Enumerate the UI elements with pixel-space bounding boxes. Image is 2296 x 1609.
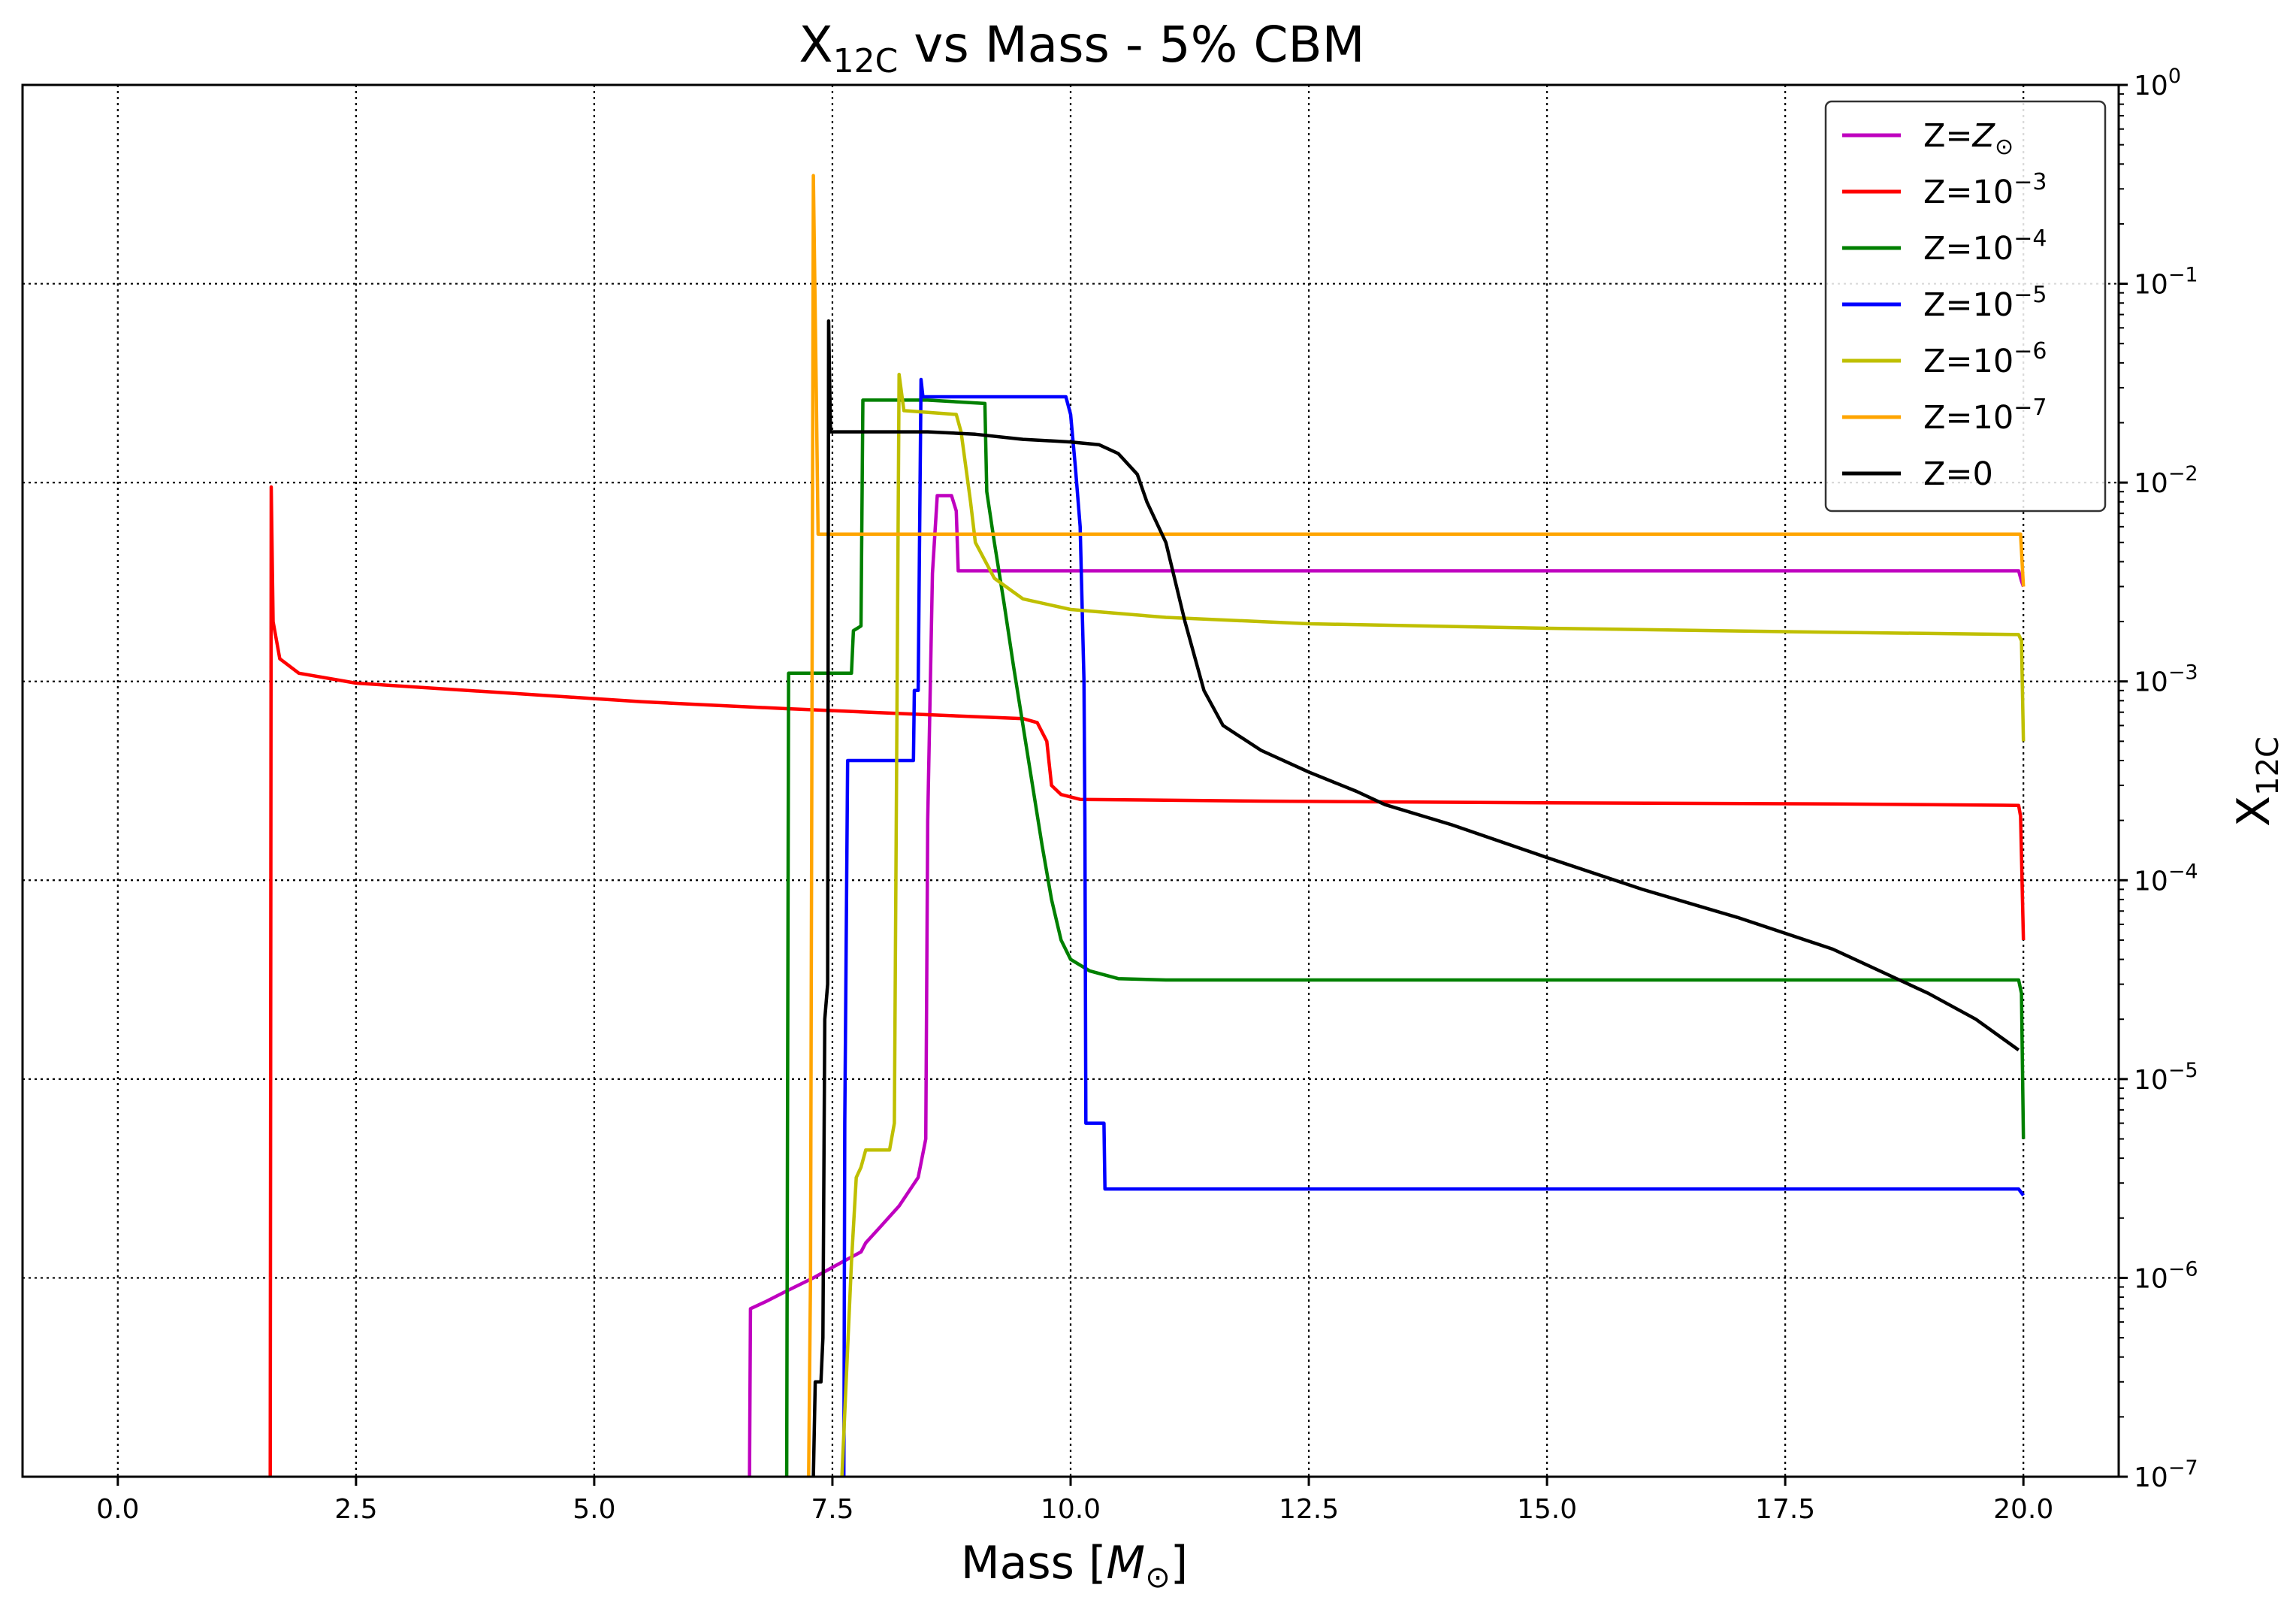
series-line-3	[841, 377, 2025, 1477]
x-axis-ticks: 0.0 2.5 5.0 7.5 10.0 12.5 15.0 17.5 20.0	[96, 1477, 2053, 1525]
y-tick-label: 10−7	[2134, 1456, 2198, 1493]
x-tick-label: 17.5	[1755, 1494, 1815, 1525]
legend-label-4: Z=10−6	[1923, 338, 2047, 380]
series-line-2	[784, 398, 2026, 1477]
y-tick-label: 100	[2134, 65, 2181, 101]
x-tick-label: 20.0	[1993, 1494, 2053, 1525]
x-tick-label: 7.5	[811, 1494, 853, 1525]
legend: Z=Z⊙ Z=10−3 Z=10−4 Z=10−5 Z=10−6 Z=10−7 Z=0	[1824, 100, 2107, 513]
x-tick-label: 5.0	[572, 1494, 615, 1525]
x-tick-label: 12.5	[1279, 1494, 1339, 1525]
y-axis-label: X12C	[2228, 736, 2285, 827]
legend-label-6: Z=0	[1923, 455, 1993, 493]
series-line-4	[840, 372, 2026, 1477]
x-tick-label: 2.5	[334, 1494, 377, 1525]
x-tick-label: 15.0	[1517, 1494, 1577, 1525]
legend-label-1: Z=10−3	[1923, 169, 2047, 211]
legend-label-0: Z=Z⊙	[1923, 117, 2014, 160]
x-tick-label: 0.0	[96, 1494, 139, 1525]
y-tick-label: 10−1	[2134, 264, 2198, 301]
series-line-5	[807, 174, 2026, 1477]
x-tick-label: 10.0	[1041, 1494, 1101, 1525]
y-axis-ticks: 10−7 10−6 10−5 10−4 10−3 10−2 10−1 100	[2119, 65, 2198, 1493]
legend-label-2: Z=10−4	[1923, 225, 2047, 268]
series-line-6	[811, 319, 2020, 1477]
y-tick-label: 10−2	[2134, 462, 2198, 499]
y-tick-label: 10−5	[2134, 1059, 2198, 1096]
legend-box	[1824, 100, 2107, 513]
x-axis-label: Mass [M⊙]	[961, 1537, 1188, 1595]
y-tick-label: 10−3	[2134, 661, 2198, 698]
legend-label-5: Z=10−7	[1923, 395, 2047, 437]
series-layer	[268, 174, 2026, 1477]
chart-title: X12C vs Mass - 5% CBM	[799, 16, 1364, 80]
legend-label-3: Z=10−5	[1923, 282, 2047, 324]
series-line-0	[748, 494, 2026, 1477]
y-tick-label: 10−4	[2134, 860, 2198, 897]
series-line-1	[268, 485, 2026, 1477]
y-tick-label: 10−6	[2134, 1257, 2198, 1294]
